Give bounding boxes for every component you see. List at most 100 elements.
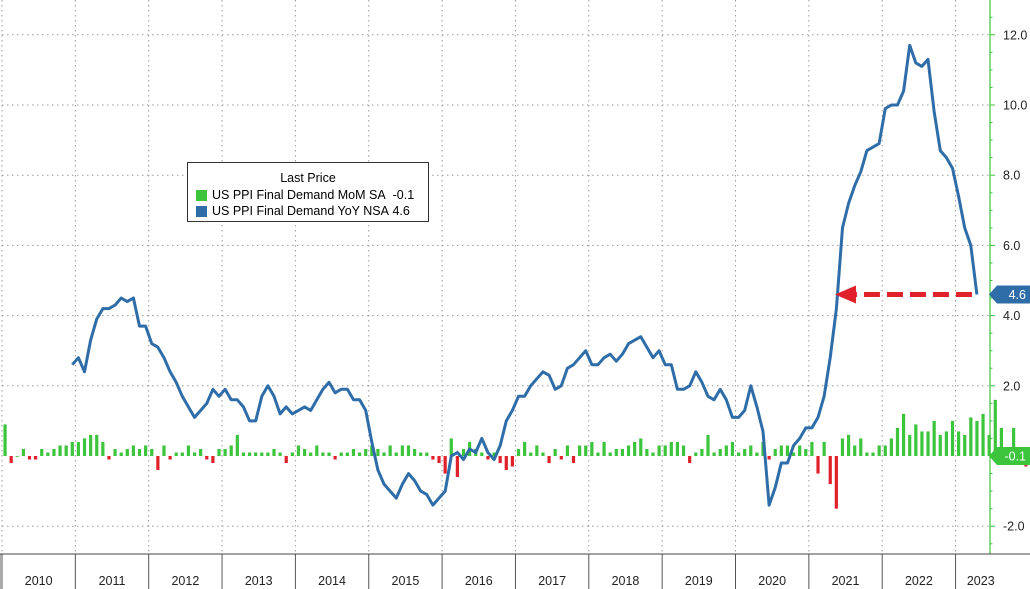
x-tick-label: 2017 (538, 574, 566, 588)
mom-bar (938, 434, 942, 456)
tag-label: -0.1 (1004, 450, 1026, 464)
mom-bar (480, 452, 484, 456)
mom-bar (749, 445, 753, 456)
mom-bars (3, 399, 1028, 509)
mom-bar (816, 456, 820, 474)
mom-bar (584, 445, 588, 456)
annotations (835, 285, 972, 304)
mom-bar (718, 448, 722, 456)
mom-bar (364, 448, 368, 456)
mom-bar (137, 448, 142, 456)
mom-bar (125, 448, 129, 456)
mom-bar (235, 434, 239, 456)
mom-bar (437, 456, 441, 464)
mom-bar (498, 456, 502, 464)
mom-bar (284, 456, 288, 464)
mom-bar (700, 448, 704, 456)
mom-bar (510, 456, 514, 467)
mom-bar (645, 448, 649, 456)
mom-bar (810, 441, 814, 456)
mom-bar (596, 452, 600, 456)
mom-bar (950, 420, 955, 456)
yoy-line (71, 43, 979, 507)
mom-bar (321, 452, 325, 456)
mom-bar (9, 456, 13, 464)
mom-bar (504, 456, 508, 471)
last-value-tags: 4.6 -0.1 (989, 285, 1030, 465)
mom-bar (877, 445, 881, 456)
mom-bar (425, 452, 429, 456)
mom-bar (168, 456, 172, 460)
mom-bar (926, 431, 930, 456)
mom-bar (675, 441, 680, 456)
x-tick-label: 2023 (967, 574, 995, 588)
mom-bar (247, 452, 252, 456)
mom-bar (987, 434, 991, 456)
y-tick-label: 10.0 (1003, 99, 1027, 113)
mom-bar (211, 456, 215, 464)
mom-bar (27, 456, 32, 460)
legend-label-yoy: US PPI Final Demand YoY NSA (212, 204, 389, 218)
grid (1, 0, 990, 554)
mom-bar (614, 448, 618, 456)
x-tick-label: 2015 (392, 574, 420, 588)
mom-bar (889, 438, 893, 456)
mom-bar (840, 438, 845, 456)
mom-bar (608, 452, 612, 456)
mom-bar (859, 438, 863, 456)
mom-bar (901, 413, 906, 456)
mom-bar (82, 438, 87, 456)
mom-bar (400, 445, 404, 456)
mom-bar (339, 452, 343, 456)
x-tick-label: 2016 (465, 574, 493, 588)
mom-last-value-tag: -0.1 (989, 447, 1030, 465)
mom-bar (34, 456, 38, 460)
mom-bar (828, 456, 832, 485)
mom-bar (785, 445, 790, 456)
mom-bar (657, 445, 661, 456)
mom-bar (553, 448, 557, 456)
y-tick-label: 6.0 (1003, 239, 1020, 253)
mom-bar (706, 434, 710, 456)
mom-bar (529, 452, 533, 456)
mom-bar (406, 445, 411, 456)
mom-bar (688, 456, 692, 464)
mom-bar (633, 441, 637, 456)
mom-bar (559, 456, 563, 460)
mom-bar (590, 441, 594, 456)
legend-label-mom: US PPI Final Demand MoM SA (212, 188, 386, 202)
mom-bar (205, 456, 209, 460)
mom-bar (3, 424, 7, 456)
mom-bar (217, 448, 221, 456)
mom-bar (541, 452, 545, 456)
legend-swatch-yoy (196, 205, 207, 217)
x-tick-label: 2012 (171, 574, 199, 588)
mom-bar (107, 456, 111, 460)
mom-bar (302, 448, 307, 456)
mom-bar (412, 448, 417, 456)
mom-bar (272, 448, 276, 456)
mom-bar (162, 445, 166, 456)
mom-bar (944, 431, 948, 456)
mom-bar (853, 445, 857, 456)
tag-background (989, 447, 1030, 465)
x-tick-label: 2020 (758, 574, 786, 588)
mom-bar (743, 448, 747, 456)
mom-bar (388, 445, 392, 456)
mom-bar (669, 441, 673, 456)
mom-bar (290, 452, 294, 456)
x-tick-label: 2021 (832, 574, 860, 588)
mom-bar (834, 456, 838, 509)
x-tick-label: 2011 (99, 574, 126, 588)
mom-bar (578, 445, 582, 456)
x-tick-label: 2019 (685, 574, 713, 588)
y-tick-labels: -2.0 2.0 4.0 6.0 8.0 10.0 12.0 (990, 16, 1027, 545)
mom-bar (199, 448, 203, 456)
yoy-last-value-tag: 4.6 (989, 285, 1030, 304)
x-tick-label: 2010 (25, 574, 53, 588)
mom-bar (229, 445, 233, 456)
mom-bar (180, 452, 184, 456)
mom-bar (309, 452, 313, 456)
y-tick-label: 4.0 (1003, 309, 1020, 323)
mom-bar (296, 445, 301, 456)
